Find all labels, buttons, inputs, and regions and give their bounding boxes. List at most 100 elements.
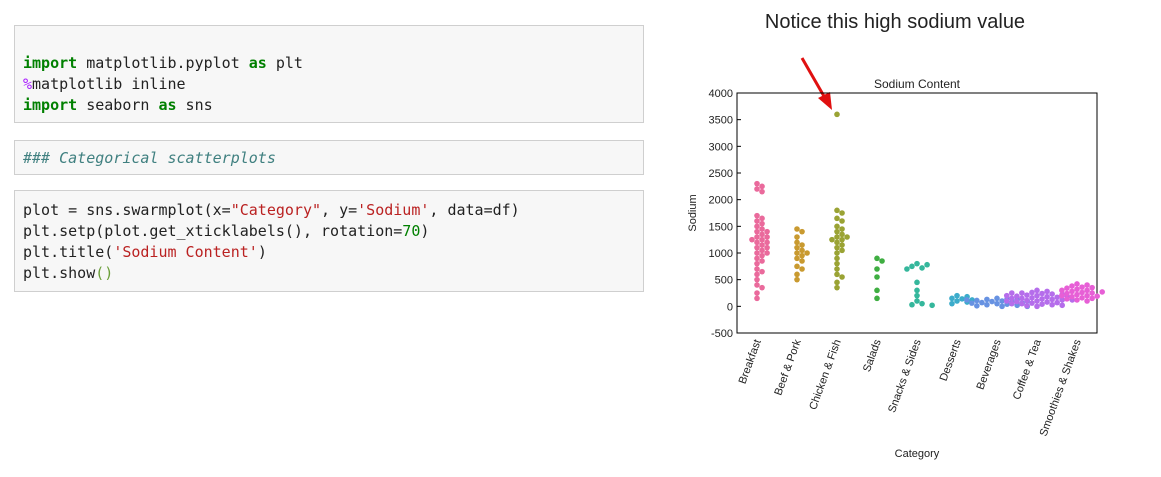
swarm-point [834,266,840,272]
swarm-point [844,234,850,240]
swarm-point [1074,286,1080,293]
code-token: plt.setp(plot.get_xticklabels(), rotatio… [23,222,403,240]
swarm-point [759,252,765,259]
swarm-point [834,244,840,251]
swarm-point [1084,298,1090,304]
code-line: plt.show() [23,263,635,284]
swarm-point [1054,299,1060,306]
swarm-point [1059,302,1065,309]
swarm-point [1029,300,1035,306]
swarm-point [759,220,765,227]
code-token: , data=df) [429,201,520,219]
code-token: plot = sns.swarmplot(x= [23,201,231,219]
annotation: Notice this high sodium value [765,11,1025,33]
swarm-point [1044,288,1050,295]
code-token: plt.show [23,264,96,282]
swarm-point [909,263,915,270]
swarm-point [754,282,760,288]
swarm-point [949,300,955,307]
swarm-point [834,207,840,214]
swarm-point [754,276,760,283]
swarm-point [839,226,845,232]
x-tick-label: Salads [861,337,884,373]
swarm-point [1019,300,1025,307]
swarm-point [1069,293,1075,300]
swarm-point [764,228,770,235]
code-token: sns [176,96,213,114]
swarm-point [834,111,840,118]
y-tick-label: 500 [715,275,733,287]
swarm-point [834,255,840,262]
swarm-point [759,258,765,264]
swarm-point [929,302,935,309]
swarm-point [794,255,800,262]
swarm-point [759,215,765,222]
code-token: plt [266,54,303,72]
swarm-point [1039,301,1045,308]
swarm-point [914,279,920,286]
swarm-point [1034,303,1040,310]
swarm-point [984,301,990,308]
swarm-point [754,234,760,240]
swarm-point [1089,295,1095,302]
y-tick-label: 2000 [709,195,733,207]
code-token: 'Sodium Content' [113,243,258,261]
swarm-point [984,296,990,303]
swarm-point [799,228,805,235]
swarm-point [999,303,1005,310]
y-tick-label: 2500 [709,168,733,180]
x-tick-label: Breakfast [737,338,764,386]
y-tick-label: 1000 [709,248,733,260]
swarm-point [1039,296,1045,302]
code-token: , y= [321,201,358,219]
swarm-point [979,299,985,306]
arrow [800,57,827,99]
swarm-point [924,261,930,268]
code-cell[interactable]: plot = sns.swarmplot(x="Category", y='So… [14,190,644,292]
swarm-point [1054,294,1060,301]
x-axis-label: Category [895,448,940,460]
swarm-point [764,250,770,256]
swarm-point [1039,290,1045,297]
swarm-point [874,295,880,302]
swarm-point [1003,298,1010,304]
code-token: ) [420,222,430,240]
swarm-point [954,298,960,304]
code-token: matplotlib inline [32,75,186,93]
code-cell[interactable]: import matplotlib.pyplot as plt %matplotl… [14,25,644,123]
swarm-point [1019,290,1025,296]
swarm-point [919,300,925,307]
swarm-point [1024,292,1030,298]
code-line: plot = sns.swarmplot(x="Category", y='So… [23,200,635,221]
swarm-point [754,212,760,219]
swarm-point [839,242,845,248]
x-tick-label: Desserts [938,337,964,382]
swarm-point [1089,284,1095,291]
swarm-point [1024,303,1030,309]
swarm-point [1094,293,1100,300]
swarm-point [874,266,880,272]
swarm-point [794,250,800,256]
swarm-point [1064,285,1070,292]
code-line: import seaborn as sns [23,95,635,116]
swarm-point [754,255,760,262]
swarm-point [754,186,760,192]
code-line: plt.title('Sodium Content') [23,242,635,263]
swarm-point [919,265,925,271]
markdown-cell[interactable]: ### Categorical scatterplots [14,140,644,175]
swarm-point [754,290,760,296]
swarm-point [1034,287,1040,294]
swarm-point [754,295,760,302]
swarm-point [754,223,760,230]
swarm-point [759,226,765,232]
swarm-point [799,247,805,254]
swarm-point [954,292,960,299]
swarm-point [759,284,765,291]
swarm-point [834,271,840,278]
swarm-point [1003,292,1010,299]
y-tick-label: 3000 [709,141,733,153]
code-token: matplotlib.pyplot [77,54,249,72]
code-line: import matplotlib.pyplot as plt [23,53,635,74]
